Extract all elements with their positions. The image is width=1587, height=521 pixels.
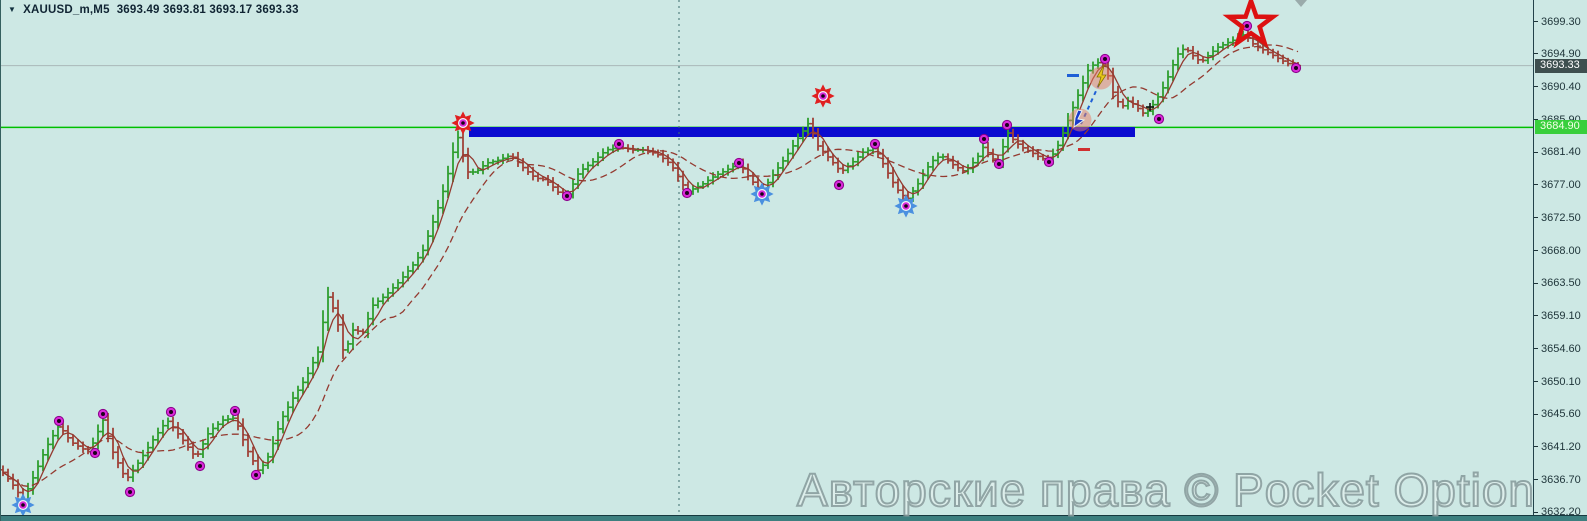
blue-cursor-arrow [1073, 109, 1086, 129]
axis-tick-label: 3672.50 [1534, 212, 1581, 224]
ma-slow-line [2, 44, 1299, 487]
price-chart-canvas[interactable] [1, 0, 1533, 516]
red-dash-marker[interactable] [1078, 148, 1090, 151]
axis-tick-label: 3694.90 [1534, 48, 1581, 60]
axis-tick-label: 3677.00 [1534, 179, 1581, 191]
axis-tick-label: 3699.30 [1534, 16, 1581, 28]
red-star-signal-icon[interactable] [1222, 0, 1280, 49]
axis-tick-label: 3663.50 [1534, 277, 1581, 289]
axis-tick-label: 3681.40 [1534, 146, 1581, 158]
collapse-ohlc-icon[interactable]: ▼ [8, 4, 17, 14]
symbol-period-label: XAUUSD_m,M5 [23, 4, 110, 16]
blue-resistance-zone[interactable] [469, 127, 1135, 137]
axis-tick-label: 3659.10 [1534, 310, 1581, 322]
yellow-bolt-marker [1096, 64, 1107, 88]
current-price-badge: 3693.33 [1535, 58, 1587, 73]
axis-tick-label: 3654.60 [1534, 343, 1581, 355]
axis-tick-label: 3690.40 [1534, 81, 1581, 93]
chart-title: ▼ XAUUSD_m,M5 3693.49 3693.81 3693.17 36… [8, 4, 299, 16]
window-bottom-border [1, 515, 1587, 521]
ohlc-bars [1, 30, 1301, 505]
ma-fast-line [2, 36, 1299, 493]
axis-tick-label: 3645.60 [1534, 408, 1581, 420]
axis-tick-label: 3641.20 [1534, 441, 1581, 453]
price-axis[interactable]: 3699.303694.903690.403685.903681.403677.… [1533, 0, 1587, 518]
axis-tick-label: 3636.70 [1534, 474, 1581, 486]
ohlc-quotes-label: 3693.49 3693.81 3693.17 3693.33 [116, 4, 299, 16]
level-price-badge: 3684.90 [1535, 120, 1587, 135]
axis-tick-label: 3650.10 [1534, 376, 1581, 388]
axis-tick-label: 3668.00 [1534, 245, 1581, 257]
chart-shift-triangle-icon[interactable] [1295, 0, 1307, 7]
blue-dash-marker[interactable] [1067, 74, 1079, 77]
